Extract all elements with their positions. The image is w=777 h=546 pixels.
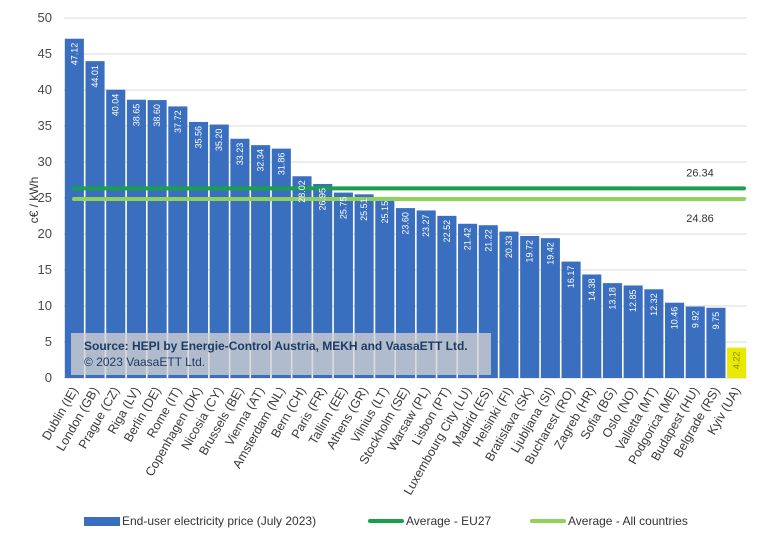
bar-value-labels: 47.12 44.01 40.04 38.65 38.60 37.72 35.56 35.20… (69, 43, 741, 369)
bar-value-label: 35.20 (214, 129, 224, 152)
bar-value-label: 25.51 (359, 198, 369, 221)
average-lines: 26.34 24.86 (72, 167, 746, 225)
bar-value-label: 19.72 (525, 240, 535, 263)
legend-swatch-eu27 (368, 519, 404, 523)
source-box: Source: HEPI by Energie-Control Austria,… (71, 333, 491, 375)
bar-value-label: 13.18 (607, 287, 617, 310)
bar (644, 289, 664, 378)
bar-value-label: 19.42 (545, 242, 555, 265)
legend-label-price: End-user electricity price (July 2023) (122, 514, 317, 528)
bar-value-label: 21.42 (463, 228, 473, 251)
bar (64, 38, 84, 379)
bar (685, 306, 705, 378)
y-axis-label: c€ / kWh (27, 177, 41, 224)
bar-value-label: 9.75 (711, 312, 721, 330)
bar-value-label: 38.60 (152, 104, 162, 127)
y-tick-label: 45 (38, 46, 52, 61)
bar-value-label: 25.15 (380, 201, 390, 224)
bar-value-label: 12.32 (649, 293, 659, 316)
legend-label-all: Average - All countries (568, 514, 688, 528)
average-line-label: 24.86 (686, 213, 714, 225)
bar (147, 100, 167, 378)
bar (561, 261, 581, 378)
bar (251, 145, 271, 378)
y-tick-label: 30 (38, 154, 52, 169)
bar-value-label: 4.22 (732, 352, 742, 370)
bar-value-label: 44.01 (90, 65, 100, 88)
bar (665, 302, 685, 378)
bar (602, 283, 623, 378)
bar (333, 192, 353, 378)
bar-value-label: 28.02 (297, 180, 307, 203)
legend-label-eu27: Average - EU27 (406, 514, 492, 528)
bar-value-label: 26.95 (318, 188, 328, 211)
bar-value-label: 47.12 (69, 43, 79, 66)
copyright-text: © 2023 VaasaETT Ltd. (84, 355, 206, 369)
bar (126, 99, 146, 378)
y-tick-label: 5 (45, 334, 52, 349)
y-tick-label: 25 (38, 190, 52, 205)
bar-value-label: 40.04 (111, 94, 121, 117)
bar-value-label: 14.38 (587, 278, 597, 301)
source-text: Source: HEPI by Energie-Control Austria,… (84, 339, 468, 353)
bar-value-label: 10.46 (670, 307, 680, 330)
legend-swatch-all (530, 519, 566, 523)
bar-value-label: 38.65 (131, 104, 141, 127)
average-line-label: 26.34 (686, 167, 714, 179)
bar (540, 238, 560, 378)
bar (375, 196, 395, 378)
bar-value-label: 35.56 (194, 126, 204, 149)
bar (106, 89, 126, 378)
bar (271, 148, 291, 378)
y-tick-label: 15 (38, 262, 52, 277)
y-tick-label: 0 (45, 370, 52, 385)
legend-swatch-price (84, 516, 120, 526)
bar-value-label: 20.33 (504, 236, 514, 259)
x-axis-ticks: Dublin (IE)London (GB)Prague (CZ)Riga (L… (39, 385, 743, 498)
bar-value-label: 23.27 (421, 214, 431, 237)
bar-value-label: 37.72 (173, 110, 183, 133)
bar (623, 285, 643, 378)
y-tick-label: 35 (38, 118, 52, 133)
legend: End-user electricity price (July 2023) A… (0, 514, 777, 534)
legend-item-eu27: Average - EU27 (368, 514, 491, 528)
bar-value-label: 12.85 (628, 289, 638, 312)
bar-value-label: 9.92 (690, 311, 700, 329)
bar-value-label: 25.75 (338, 197, 348, 220)
y-tick-label: 50 (38, 10, 52, 25)
bar (85, 61, 105, 379)
bar (499, 231, 519, 378)
bar-value-label: 32.34 (256, 149, 266, 172)
bar-value-label: 23.60 (401, 212, 411, 235)
legend-item-all: Average - All countries (530, 514, 688, 528)
bar-value-label: 31.86 (276, 153, 286, 176)
y-tick-label: 10 (38, 298, 52, 313)
bar (188, 121, 209, 378)
bar (292, 176, 312, 378)
bar (520, 236, 540, 378)
bar (706, 307, 726, 378)
y-tick-label: 40 (38, 82, 52, 97)
legend-item-price: End-user electricity price (July 2023) (84, 514, 316, 528)
bar (168, 106, 188, 378)
bar-value-label: 33.23 (235, 143, 245, 166)
bar-value-label: 21.22 (483, 229, 493, 252)
bar-value-label: 16.17 (566, 266, 576, 289)
bar-value-label: 22.52 (442, 220, 452, 243)
bar (727, 347, 747, 378)
y-tick-label: 20 (38, 226, 52, 241)
bar (582, 274, 602, 378)
bar (354, 194, 374, 378)
bar (313, 183, 333, 378)
y-axis-ticks: 0 5 10 15 20 25 30 35 40 45 50 (38, 10, 52, 385)
